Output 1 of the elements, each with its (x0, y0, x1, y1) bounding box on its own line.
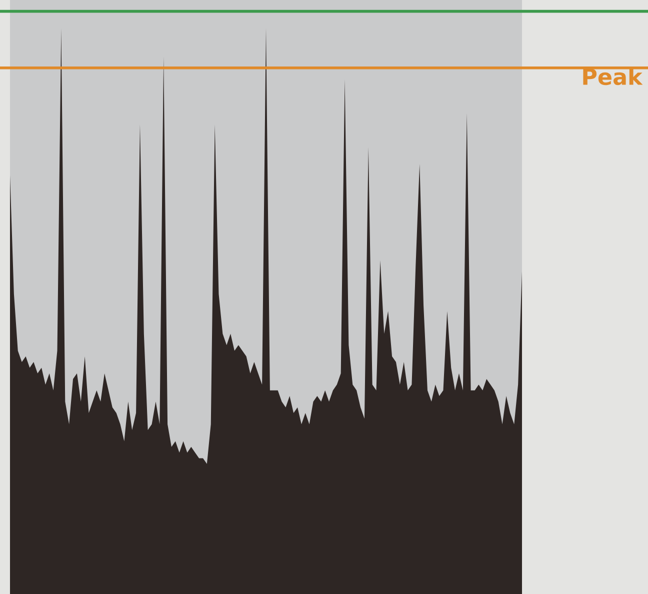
ref-line-label: Peak (583, 68, 643, 86)
